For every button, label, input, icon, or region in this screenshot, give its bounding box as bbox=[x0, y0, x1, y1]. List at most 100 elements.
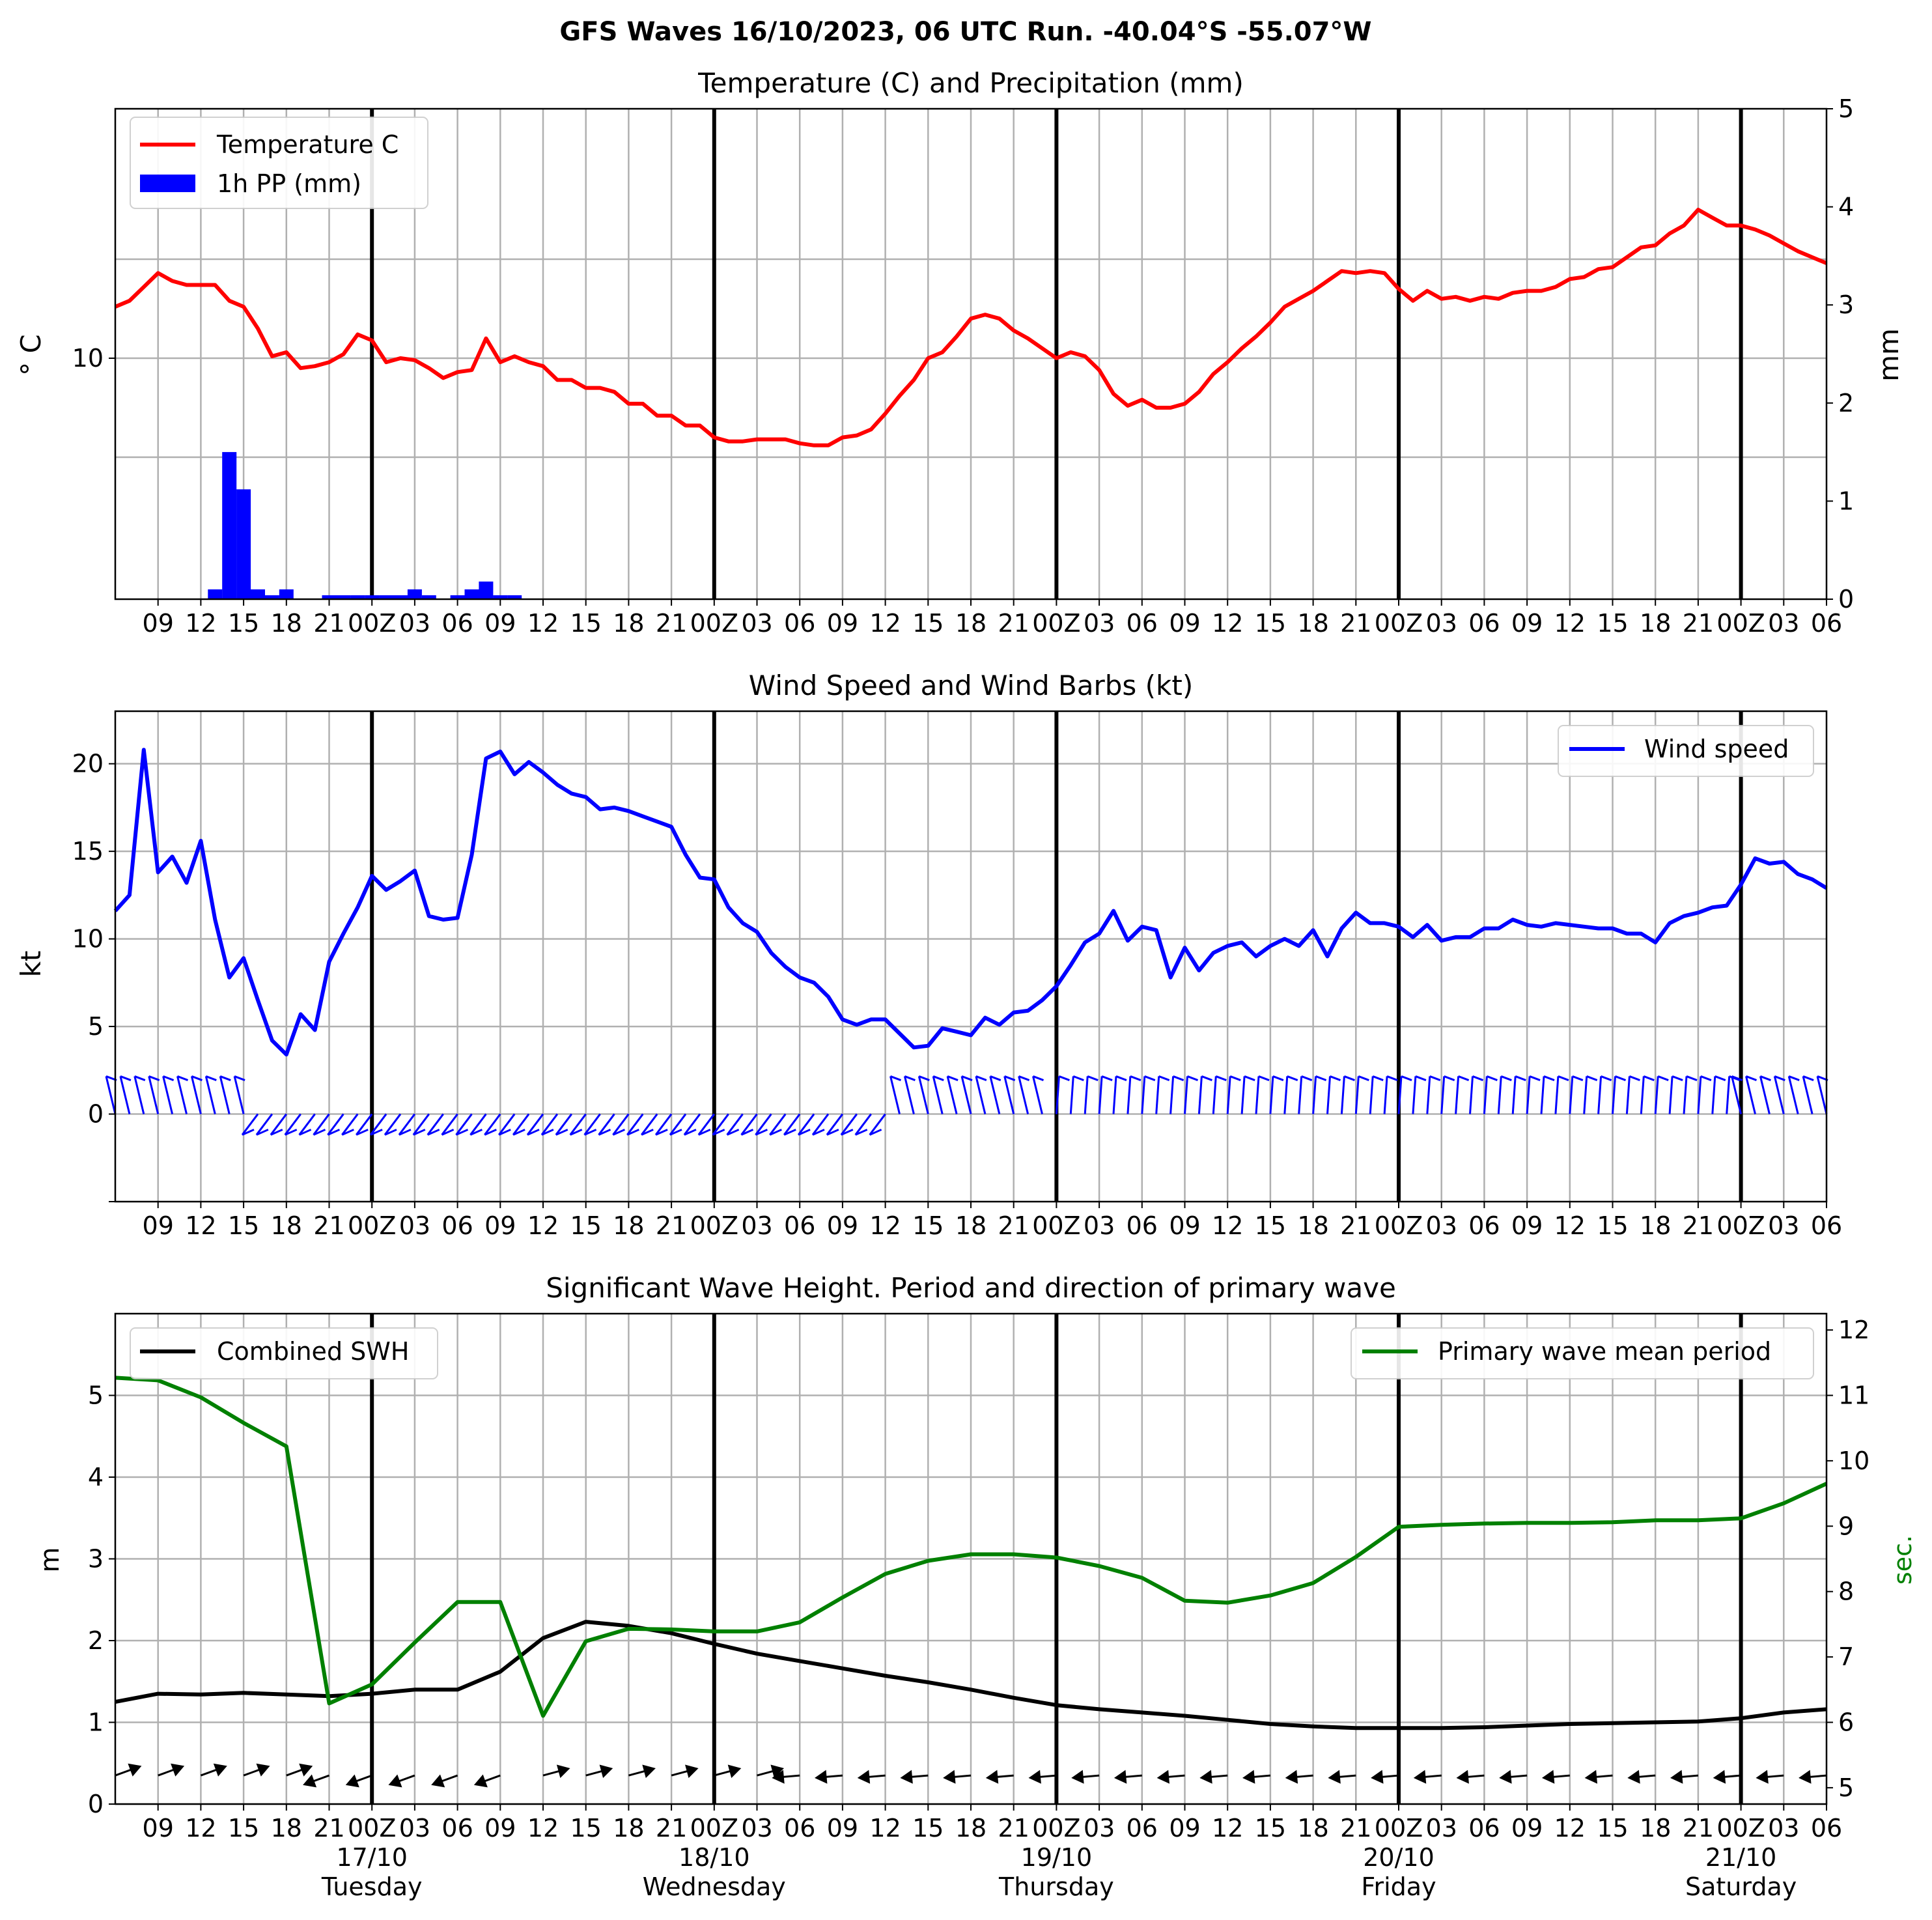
wind-barb-flag bbox=[1429, 1075, 1441, 1081]
wind-barb-flag bbox=[527, 1129, 540, 1136]
precip-bar bbox=[251, 589, 265, 599]
wind-barb-flag bbox=[1657, 1075, 1669, 1081]
wind-barb-flag bbox=[641, 1129, 654, 1136]
x-tick-label: 12 bbox=[1212, 609, 1243, 638]
wind-barb-flag bbox=[1058, 1075, 1070, 1081]
wind-speed-line bbox=[113, 748, 1828, 1057]
wind-barb-flag bbox=[1802, 1075, 1814, 1081]
wind-barb-shaft bbox=[1141, 1076, 1146, 1114]
wind-barb-flag bbox=[1173, 1075, 1184, 1081]
wind-barb-flag bbox=[1458, 1075, 1470, 1081]
wind-barb-shaft bbox=[1583, 1076, 1588, 1114]
legend-period: Primary wave mean period bbox=[1351, 1327, 1814, 1379]
wind-barb-shaft bbox=[233, 1076, 245, 1114]
wind-barb-flag bbox=[869, 1129, 882, 1136]
x-tick-label: 03 bbox=[399, 609, 430, 638]
x-tick-label: 21 bbox=[1683, 609, 1714, 638]
y-tick-label: 10 bbox=[72, 344, 104, 373]
wave-direction-arrows bbox=[115, 1763, 1827, 1788]
wind-barb-shaft bbox=[1654, 1076, 1659, 1114]
x-tick-label: 06 bbox=[784, 609, 815, 638]
wind-barb-flag bbox=[904, 1075, 916, 1081]
y-axis-label-right: mm bbox=[1873, 328, 1905, 382]
wind-barb-flag bbox=[570, 1129, 583, 1136]
x-tick-label: 06 bbox=[1127, 1814, 1158, 1842]
wind-barb-shaft bbox=[204, 1076, 216, 1114]
wind-barb-flag bbox=[242, 1129, 255, 1136]
wind-barb-flag bbox=[1018, 1075, 1030, 1081]
wind-barb-flag bbox=[712, 1129, 725, 1136]
x-tick-label: 00Z bbox=[1032, 1814, 1080, 1842]
wind-barb-flag bbox=[148, 1075, 160, 1081]
wind-barb-shaft bbox=[583, 1113, 601, 1136]
x-tick-label: 18 bbox=[1640, 1814, 1671, 1842]
wave-arrow-head bbox=[727, 1764, 742, 1778]
wind-barb-flag bbox=[1329, 1075, 1341, 1081]
wind-barb-flag bbox=[726, 1129, 740, 1136]
x-tick-label: 03 bbox=[1768, 1211, 1799, 1240]
wind-barb-flag bbox=[1158, 1075, 1170, 1081]
wind-barb-flag bbox=[1186, 1075, 1199, 1081]
x-tick-label: 18 bbox=[955, 1814, 987, 1842]
x-tick-label: 21 bbox=[998, 609, 1029, 638]
wave-arrow-head bbox=[1456, 1770, 1469, 1784]
wind-barb-shaft bbox=[903, 1076, 915, 1114]
wind-barb-shaft bbox=[626, 1113, 644, 1136]
x-tick-label: 03 bbox=[399, 1211, 430, 1240]
wind-barb-shaft bbox=[369, 1113, 387, 1136]
wave-arrow-head bbox=[1156, 1770, 1170, 1784]
wave-arrow-head bbox=[1627, 1770, 1640, 1784]
x-tick-label: 06 bbox=[784, 1211, 815, 1240]
y-axis-label: kt bbox=[15, 951, 47, 978]
wave-arrow-head bbox=[943, 1770, 956, 1784]
legend-box bbox=[130, 1327, 438, 1379]
wind-barb-flag bbox=[612, 1129, 626, 1136]
x-tick-label: 09 bbox=[143, 1814, 174, 1842]
wind-barb-shaft bbox=[1197, 1076, 1203, 1114]
wind-barb-shaft bbox=[1526, 1076, 1531, 1114]
wind-barb-flag bbox=[1372, 1075, 1384, 1081]
wind-barb-shaft bbox=[384, 1113, 402, 1136]
wave-arrow-head bbox=[1285, 1770, 1298, 1784]
wave-arrow-head bbox=[857, 1770, 871, 1784]
wind-barb-flag bbox=[598, 1129, 611, 1136]
wind-barb-shaft bbox=[1003, 1076, 1015, 1114]
x-tick-label: 18 bbox=[613, 1814, 644, 1842]
wave-arrow-head bbox=[770, 1764, 785, 1778]
wind-barb-shaft bbox=[162, 1076, 174, 1114]
x-tick-label: 15 bbox=[1255, 609, 1286, 638]
day-date-label: 18/10 bbox=[679, 1843, 750, 1872]
wind-barb-shaft bbox=[989, 1076, 1001, 1114]
day-date-label: 17/10 bbox=[336, 1843, 408, 1872]
x-tick-label: 18 bbox=[955, 1211, 987, 1240]
precip-bar bbox=[493, 595, 508, 599]
x-tick-label: 06 bbox=[1127, 1211, 1158, 1240]
wind-barb-shaft bbox=[298, 1113, 316, 1136]
y-tick-label: 0 bbox=[88, 1100, 104, 1129]
precip-bar bbox=[421, 595, 436, 599]
wave-arrow-head bbox=[473, 1774, 488, 1788]
wind-barbs bbox=[105, 1075, 1828, 1136]
x-tick-label: 09 bbox=[484, 1211, 516, 1240]
wind-barb-flag bbox=[498, 1129, 511, 1136]
wind-barb-shaft bbox=[498, 1113, 516, 1136]
precip-bar bbox=[336, 595, 351, 599]
wind-barb-shaft bbox=[1212, 1076, 1217, 1114]
wind-barb-shaft bbox=[1298, 1076, 1303, 1114]
wind-barb-flag bbox=[234, 1075, 245, 1081]
precip-bar bbox=[393, 595, 408, 599]
x-tick-label: 00Z bbox=[1032, 1211, 1080, 1240]
wind-barb-flag bbox=[1601, 1075, 1612, 1081]
legend-label: Primary wave mean period bbox=[1438, 1337, 1771, 1366]
precip-bar bbox=[507, 595, 522, 599]
wind-barb-flag bbox=[961, 1075, 973, 1081]
x-tick-label: 06 bbox=[441, 609, 473, 638]
x-tick-label: 06 bbox=[1468, 1211, 1500, 1240]
x-tick-label: 09 bbox=[1169, 1211, 1200, 1240]
y-axis-label: ° C bbox=[15, 334, 47, 376]
wave-arrow-head bbox=[388, 1774, 402, 1788]
wind-barb-flag bbox=[1004, 1075, 1016, 1081]
wind-barb-flag bbox=[512, 1129, 525, 1136]
wind-barb-flag bbox=[134, 1075, 146, 1081]
x-tick-label: 12 bbox=[527, 609, 559, 638]
